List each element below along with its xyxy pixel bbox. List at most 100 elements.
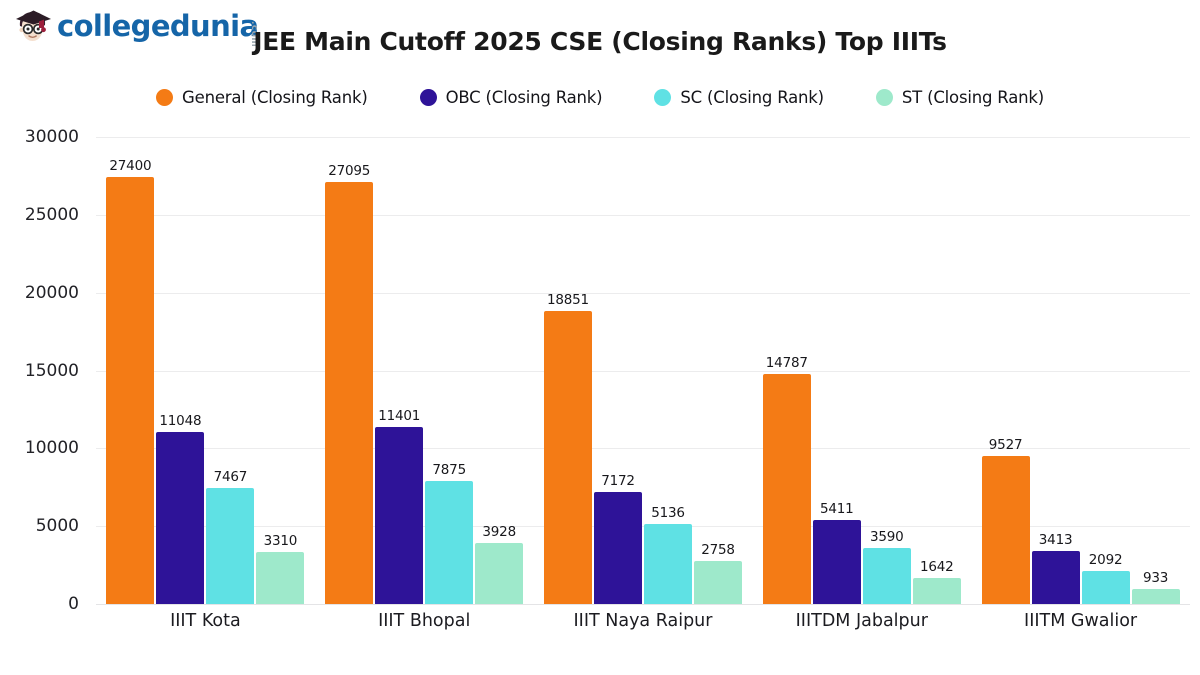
legend-label: ST (Closing Rank)	[901, 88, 1044, 107]
bar-value-label: 11401	[378, 407, 421, 424]
brand-wordmark: collegedunia	[57, 9, 259, 43]
bar-column: 933	[1131, 137, 1180, 604]
bar-group-bars: 27400 11048 7467 3310	[106, 137, 305, 604]
bar-value-label: 1642	[920, 559, 954, 576]
legend-swatch-icon	[654, 89, 672, 106]
bar[interactable]	[256, 552, 305, 604]
legend-swatch-icon	[419, 89, 437, 106]
bar-column: 18851	[543, 137, 592, 604]
bar[interactable]	[762, 373, 811, 604]
page-title: JEE Main Cutoff 2025 CSE (Closing Ranks)…	[253, 27, 947, 56]
y-axis-tick-label: 20000	[24, 282, 79, 303]
bar-value-label: 7172	[601, 473, 635, 490]
legend-item-sc[interactable]: SC (Closing Rank)	[654, 88, 824, 107]
x-axis-category-label: IIITM Gwalior	[1024, 611, 1138, 631]
bar[interactable]	[593, 492, 642, 604]
bar[interactable]	[156, 432, 205, 604]
y-axis-tick-label: 15000	[24, 360, 79, 381]
legend-item-obc[interactable]: OBC (Closing Rank)	[419, 88, 603, 107]
bar[interactable]	[325, 182, 374, 604]
bar-value-label: 14787	[765, 354, 808, 371]
bar-value-label: 3928	[482, 523, 516, 540]
bar-value-label: 5411	[820, 500, 854, 517]
y-axis-tick-label: 5000	[35, 516, 79, 537]
bar-column: 7875	[425, 137, 474, 604]
bar-column: 5411	[812, 137, 861, 604]
gridline	[96, 137, 1190, 138]
bar-column: 11401	[375, 137, 424, 604]
chart-legend: General (Closing Rank) OBC (Closing Rank)…	[0, 88, 1200, 107]
y-axis-tick-label: 10000	[24, 438, 79, 459]
bar-column: 14787	[762, 137, 811, 604]
bar-value-label: 3590	[870, 529, 904, 546]
bar[interactable]	[693, 561, 742, 604]
bar[interactable]	[643, 524, 692, 604]
gridline	[96, 448, 1190, 450]
legend-label: SC (Closing Rank)	[680, 88, 824, 107]
legend-swatch-icon	[156, 89, 174, 106]
bar-value-label: 9527	[988, 436, 1023, 453]
bar-column: 2092	[1081, 137, 1130, 604]
chart-header: collegedunia .com JEE Main Cutoff 2025 C…	[0, 0, 1200, 70]
bar-value-label: 933	[1142, 570, 1169, 587]
bar-column: 27400	[106, 137, 155, 604]
bar[interactable]	[375, 426, 424, 604]
bar[interactable]	[1131, 589, 1180, 604]
bar-column: 2758	[693, 137, 742, 604]
x-axis-category-label: IIIT Bhopal	[378, 611, 471, 631]
bar-value-label: 3310	[263, 533, 298, 550]
legend-swatch-icon	[875, 89, 893, 106]
bar[interactable]	[912, 578, 961, 604]
bar-group: 27400 11048 7467 3310 IIIT Kota	[96, 137, 315, 631]
bar[interactable]	[812, 519, 861, 604]
gridline	[96, 214, 1190, 216]
plot-area: 27400 11048 7467 3310 IIIT Kota 27095 11401 787…	[96, 137, 1190, 631]
bar[interactable]	[543, 310, 592, 604]
graduate-avatar-icon	[14, 9, 52, 49]
bar-value-label: 2758	[701, 542, 735, 559]
bar[interactable]	[862, 548, 911, 604]
legend-label: OBC (Closing Rank)	[445, 88, 603, 107]
bar-value-label: 3413	[1038, 531, 1073, 548]
y-axis-tick-label: 30000	[24, 127, 79, 147]
bar-column: 5136	[643, 137, 692, 604]
collegedunia-logo[interactable]: collegedunia .com	[14, 7, 286, 49]
legend-item-st[interactable]: ST (Closing Rank)	[875, 88, 1044, 107]
bar-column: 3928	[475, 137, 524, 604]
bar[interactable]	[206, 487, 255, 604]
bar-column: 1642	[912, 137, 961, 604]
bar-group-bars: 14787 5411 3590 1642	[762, 137, 961, 604]
bar-group-bars: 9527 3413 2092 933	[981, 137, 1180, 604]
bar-column: 7172	[593, 137, 642, 604]
y-axis-tick-label: 25000	[24, 204, 79, 225]
gridline	[96, 292, 1190, 294]
bar[interactable]	[425, 481, 474, 604]
bar-column: 27095	[325, 137, 374, 604]
x-axis-category-label: IIIT Kota	[170, 611, 241, 631]
bar-column: 7467	[206, 137, 255, 604]
bar[interactable]	[475, 542, 524, 604]
bar[interactable]	[1081, 571, 1130, 604]
bar[interactable]	[106, 177, 155, 604]
bar[interactable]	[1031, 550, 1080, 604]
bar-value-label: 7875	[432, 462, 466, 479]
bar-value-label: 27095	[328, 163, 371, 180]
bar-column: 3590	[862, 137, 911, 604]
bar-value-label: 2092	[1088, 552, 1123, 569]
x-axis-category-label: IIIT Naya Raipur	[573, 611, 713, 631]
bar-column: 3310	[256, 137, 305, 604]
bar-value-label: 18851	[547, 291, 589, 308]
legend-label: General (Closing Rank)	[182, 88, 368, 107]
y-axis: 0 5000 10000 15000 20000 25000 30000	[0, 127, 88, 614]
bar-group: 14787 5411 3590 1642 IIITDM Jabalpur	[752, 137, 971, 631]
bar[interactable]	[981, 455, 1030, 604]
bar-column: 11048	[156, 137, 205, 604]
bar-value-label: 11048	[159, 413, 202, 430]
y-axis-tick-label: 0	[68, 594, 79, 614]
bar-group-bars: 27095 11401 7875 3928	[325, 137, 524, 604]
bar-group: 9527 3413 2092 933 IIITM Gwalior	[971, 137, 1190, 631]
gridline	[96, 604, 1190, 605]
bar-group-bars: 18851 7172 5136 2758	[543, 137, 742, 604]
bar-group: 18851 7172 5136 2758 IIIT Naya Raipur	[534, 137, 753, 631]
legend-item-general[interactable]: General (Closing Rank)	[156, 88, 368, 107]
